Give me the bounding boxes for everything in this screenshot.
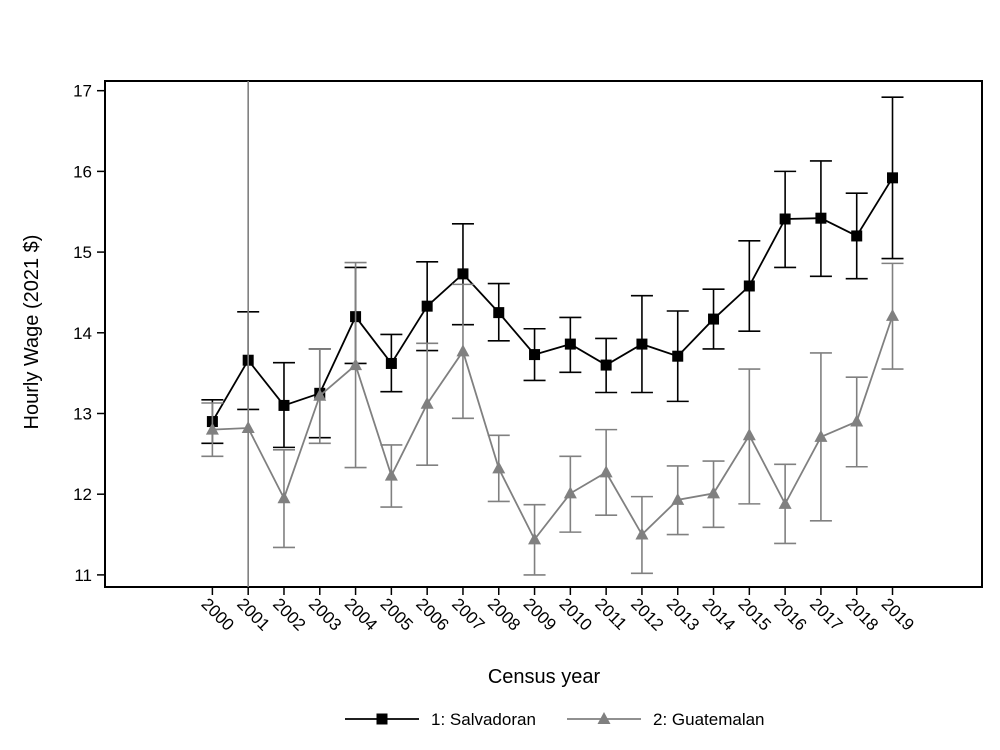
- data-point: [742, 428, 756, 441]
- y-tick-label: 11: [74, 566, 92, 585]
- x-tick-label: 2009: [520, 594, 560, 634]
- legend-item-2: 2: Guatemalan: [567, 710, 765, 729]
- x-tick-label: 2012: [627, 594, 667, 634]
- data-point: [886, 308, 900, 321]
- data-point: [815, 212, 827, 224]
- data-point: [671, 492, 685, 505]
- series-layer: [201, 81, 904, 587]
- y-tick-label: 15: [73, 243, 92, 262]
- x-tick-label: 2002: [269, 594, 309, 634]
- x-tick-label: 2016: [770, 594, 810, 634]
- x-tick-label: 2015: [734, 594, 774, 634]
- legend-marker: [376, 713, 388, 725]
- data-point: [457, 268, 469, 280]
- data-point: [241, 421, 255, 434]
- x-axis-title: Census year: [488, 666, 601, 688]
- legend: 1: Salvadoran 2: Guatemalan: [345, 710, 765, 729]
- data-point: [205, 422, 219, 435]
- data-point: [778, 496, 792, 509]
- data-point: [420, 396, 434, 409]
- x-tick-label: 2011: [591, 594, 630, 633]
- y-tick-label: 14: [73, 324, 92, 343]
- legend-marker: [597, 712, 611, 724]
- data-point: [421, 300, 433, 312]
- data-point: [456, 344, 470, 357]
- x-tick-label: 2003: [305, 594, 345, 634]
- data-point: [599, 465, 613, 478]
- x-axis: 2000200120022003200420052006200720082009…: [198, 587, 918, 635]
- data-point: [385, 357, 397, 369]
- x-tick-label: 2010: [556, 594, 596, 634]
- data-point: [708, 313, 720, 325]
- data-point: [636, 338, 648, 350]
- x-tick-label: 2001: [233, 594, 273, 634]
- data-point: [349, 358, 363, 371]
- y-tick-label: 12: [73, 485, 92, 504]
- series-2: [201, 81, 904, 587]
- data-point: [563, 486, 577, 499]
- x-tick-label: 2004: [341, 594, 381, 634]
- x-tick-label: 2013: [663, 594, 703, 634]
- data-point: [493, 307, 505, 319]
- x-tick-label: 2000: [198, 594, 238, 634]
- y-axis-title: Hourly Wage (2021 $): [21, 235, 43, 430]
- y-tick-label: 16: [73, 162, 92, 181]
- x-tick-label: 2006: [412, 594, 452, 634]
- data-point: [564, 338, 576, 350]
- data-point: [814, 429, 828, 442]
- data-point: [672, 350, 684, 362]
- data-point: [492, 461, 506, 474]
- data-point: [887, 172, 899, 184]
- data-point: [707, 486, 721, 499]
- x-tick-label: 2008: [484, 594, 524, 634]
- plot-frame: [104, 80, 983, 588]
- data-point: [635, 527, 649, 540]
- data-point: [528, 532, 542, 545]
- x-tick-label: 2005: [377, 594, 417, 634]
- data-point: [384, 468, 398, 481]
- x-tick-label: 2017: [806, 594, 846, 634]
- x-tick-label: 2007: [448, 594, 488, 634]
- y-axis: 11 12 13 14 15 16 17: [73, 82, 105, 585]
- data-point: [851, 230, 863, 242]
- data-point: [277, 491, 291, 504]
- legend-label: 2: Guatemalan: [653, 710, 765, 729]
- data-point: [850, 414, 864, 427]
- y-tick-label: 17: [73, 82, 92, 101]
- x-tick-label: 2019: [878, 594, 918, 634]
- legend-label: 1: Salvadoran: [431, 710, 536, 729]
- series-line: [211, 177, 894, 423]
- x-tick-label: 2018: [842, 594, 882, 634]
- data-point: [278, 399, 290, 411]
- data-point: [529, 349, 541, 361]
- data-point: [743, 280, 755, 292]
- data-point: [313, 388, 327, 401]
- legend-item-1: 1: Salvadoran: [345, 710, 536, 729]
- data-point: [600, 359, 612, 371]
- series-1: [201, 96, 904, 449]
- y-tick-label: 13: [73, 404, 92, 423]
- data-point: [779, 213, 791, 225]
- series-line: [212, 315, 894, 542]
- x-tick-label: 2014: [699, 594, 739, 634]
